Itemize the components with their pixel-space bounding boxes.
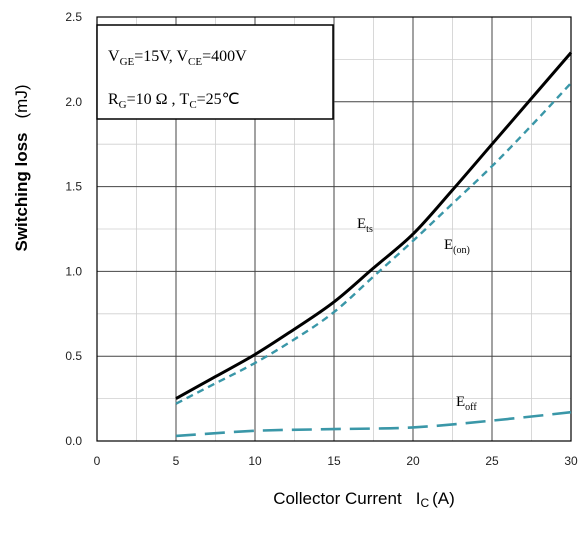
x-tick-label: 0 [94, 454, 101, 468]
y-tick-labels: 0.0 0.5 1.0 1.5 2.0 2.5 [65, 10, 82, 448]
conditions-line-1: VGE=15V, VCE=400V [108, 48, 247, 68]
y-tick-label: 2.0 [65, 95, 82, 109]
conditions-box-frame [96, 24, 334, 120]
x-tick-label: 15 [327, 454, 341, 468]
x-tick-label: 5 [173, 454, 180, 468]
series-label-eon: E(on) [444, 237, 470, 256]
series-layer [175, 51, 573, 438]
x-axis-label: Collector Current IC (A) [273, 489, 455, 510]
conditions-box: VGE=15V, VCE=400V RG=10 Ω , TC=25℃ [96, 24, 334, 120]
series-label-ets: Ets [357, 216, 373, 235]
x-tick-label: 20 [406, 454, 420, 468]
conditions-line-2: RG=10 Ω , TC=25℃ [108, 91, 240, 111]
y-tick-label: 1.5 [65, 180, 82, 194]
x-tick-label: 25 [485, 454, 499, 468]
x-tick-labels: 0 5 10 15 20 25 30 [94, 454, 578, 468]
y-axis-label: Switching loss(mJ) [12, 84, 31, 251]
y-tick-label: 0.5 [65, 349, 82, 363]
plot-frame [96, 16, 572, 442]
series-line-eoff [175, 410, 572, 438]
x-tick-label: 30 [564, 454, 578, 468]
y-tick-label: 0.0 [65, 434, 82, 448]
series-label-eoff: Eoff [456, 394, 477, 413]
y-tick-label: 1.0 [65, 264, 82, 278]
series-line-eon [175, 82, 572, 405]
series-line-ets [175, 51, 573, 400]
y-tick-label: 2.5 [65, 10, 82, 24]
x-tick-label: 10 [248, 454, 262, 468]
